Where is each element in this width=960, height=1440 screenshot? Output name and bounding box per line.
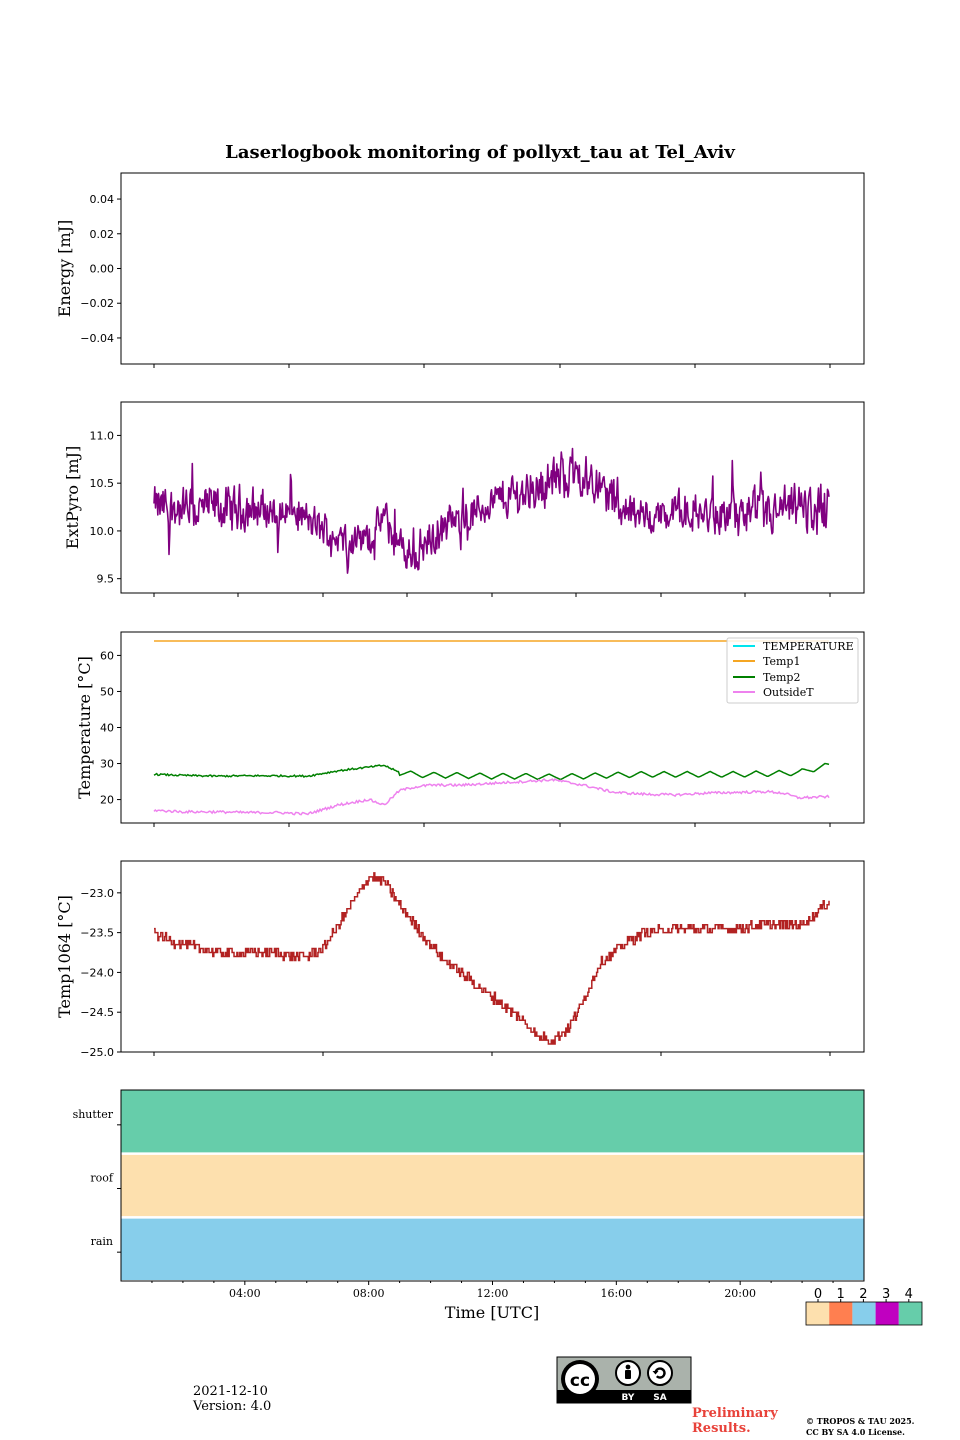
y-tick-label: −23.5 (80, 927, 114, 940)
y-tick-label: 60 (100, 649, 114, 662)
colorbar-tick-label: 4 (905, 1287, 913, 1302)
status-row-label: rain (91, 1235, 113, 1248)
legend-label-temperature: TEMPERATURE (763, 640, 854, 653)
temperature-yticks: 20 30 40 50 60 (100, 649, 121, 807)
y-tick-label: 0.02 (90, 228, 115, 241)
energy-panel: 0.04 0.02 0.00 −0.02 −0.04 Energy [mJ] (55, 172, 865, 368)
extpyro-yticks: 9.5 10.0 10.5 11.0 (90, 429, 121, 586)
legend-label-temp2: Temp2 (763, 671, 800, 684)
colorbar-segment-2 (852, 1302, 876, 1325)
extpyro-ylabel: ExtPyro [mJ] (63, 446, 82, 549)
temp1064-panel: −23.0 −23.5 −24.0 −24.5 −25.0 Temp1064 [°C] (55, 860, 865, 1059)
legend-box (726, 637, 859, 704)
colorbar-tick-label: 3 (882, 1287, 890, 1302)
preliminary-note: Preliminary Results. (692, 1406, 778, 1436)
temperature-series-outsidet (153, 777, 830, 816)
y-tick-label: 40 (100, 722, 114, 735)
temp1064-yticks: −23.0 −23.5 −24.0 −24.5 −25.0 (80, 887, 121, 1059)
status-row-roof (121, 1154, 864, 1217)
status-xticks: 04:00 08:00 12:00 16:00 20:00 (151, 1281, 834, 1300)
extpyro-series-line (153, 447, 830, 574)
colorbar-segment-4 (898, 1302, 922, 1325)
colorbar-segment-1 (829, 1302, 853, 1325)
cc-sa-label: SA (653, 1393, 666, 1403)
temperature-plot-area (153, 640, 830, 816)
cc-icon: cc (561, 1360, 599, 1398)
copyright-line-1: © TROPOS & TAU 2025. (806, 1416, 915, 1426)
temp1064-ylabel: Temp1064 [°C] (55, 895, 74, 1018)
status-xlabel: Time [UTC] (445, 1303, 539, 1322)
status-plot-area: shutter roof rain (73, 1090, 864, 1280)
y-tick-label: 9.5 (97, 573, 115, 586)
footer-version: Version: 4.0 (193, 1399, 272, 1414)
x-tick-label: 08:00 (353, 1287, 385, 1300)
status-panel: shutter roof rain 04:00 08:00 12:00 16:00 20:0… (73, 1089, 865, 1322)
y-tick-label: −0.04 (80, 332, 114, 345)
colorbar-frame (805, 1301, 923, 1326)
legend-label-outsidet: OutsideT (763, 686, 814, 699)
temperature-ylabel: Temperature [°C] (75, 656, 94, 799)
temp1064-axes-frame (120, 860, 865, 1053)
temp1064-series-line (154, 872, 830, 1045)
x-tick-label: 04:00 (229, 1287, 261, 1300)
energy-xticks (153, 364, 831, 368)
energy-ylabel: Energy [mJ] (55, 220, 74, 318)
energy-yticks: 0.04 0.02 0.00 −0.02 −0.04 (80, 193, 121, 345)
colorbar-tick-label: 0 (814, 1287, 822, 1302)
preliminary-line-2: Results. (692, 1421, 751, 1436)
temp1064-xticks (153, 1052, 831, 1056)
x-tick-label: 12:00 (477, 1287, 509, 1300)
temperature-series-temp2 (153, 762, 830, 781)
y-tick-label: 20 (100, 794, 114, 807)
y-tick-label: 50 (100, 685, 114, 698)
temp1064-plot-area (154, 872, 830, 1045)
x-tick-label: 16:00 (600, 1287, 632, 1300)
cc-license-badge: cc BY SA (556, 1356, 692, 1404)
y-tick-label: 30 (100, 758, 114, 771)
figure-title: Laserlogbook monitoring of pollyxt_tau a… (225, 142, 735, 163)
status-row-label: roof (90, 1172, 114, 1185)
y-tick-label: 0.00 (90, 263, 115, 276)
copyright-line-2: CC BY SA 4.0 License. (806, 1427, 905, 1437)
temperature-panel: 20 30 40 50 60 Temperature [°C] TEMPERATURE … (75, 631, 865, 827)
status-row-shutter (121, 1090, 864, 1153)
y-tick-label: 0.04 (90, 193, 115, 206)
y-tick-label: 10.5 (90, 477, 115, 490)
status-row-label: shutter (73, 1108, 114, 1121)
cc-icon-text: cc (570, 1371, 590, 1391)
colorbar-segment-3 (875, 1302, 899, 1325)
extpyro-plot-area (153, 447, 830, 574)
legend-label-temp1: Temp1 (763, 655, 800, 668)
by-person-icon (615, 1360, 641, 1386)
temperature-legend: TEMPERATURE Temp1 Temp2 OutsideT (726, 637, 859, 704)
status-row-rain (121, 1218, 864, 1280)
y-tick-label: 11.0 (90, 429, 115, 442)
temperature-xticks (153, 823, 831, 827)
colorbar-tick-label: 2 (859, 1287, 867, 1302)
copyright-note: © TROPOS & TAU 2025. CC BY SA 4.0 Licens… (806, 1416, 914, 1438)
footer-date: 2021-12-10 (193, 1384, 268, 1399)
extpyro-panel: 9.5 10.0 10.5 11.0 ExtPyro [mJ] (63, 401, 865, 597)
y-tick-label: −25.0 (80, 1046, 114, 1059)
y-tick-label: −0.02 (80, 297, 114, 310)
extpyro-xticks (153, 593, 831, 597)
cc-by-label: BY (622, 1393, 635, 1403)
footer-info: 2021-12-10 Version: 4.0 (193, 1384, 271, 1414)
colorbar-segment-0 (806, 1302, 830, 1325)
y-tick-label: 10.0 (90, 525, 115, 538)
preliminary-line-1: Preliminary (692, 1406, 778, 1421)
x-tick-label: 20:00 (724, 1287, 756, 1300)
y-tick-label: −23.0 (80, 887, 114, 900)
y-tick-label: −24.0 (80, 966, 114, 979)
sa-share-alike-icon (647, 1360, 673, 1386)
y-tick-label: −24.5 (80, 1006, 114, 1019)
energy-axes-frame (120, 172, 865, 365)
colorbar-tick-label: 1 (837, 1287, 845, 1302)
